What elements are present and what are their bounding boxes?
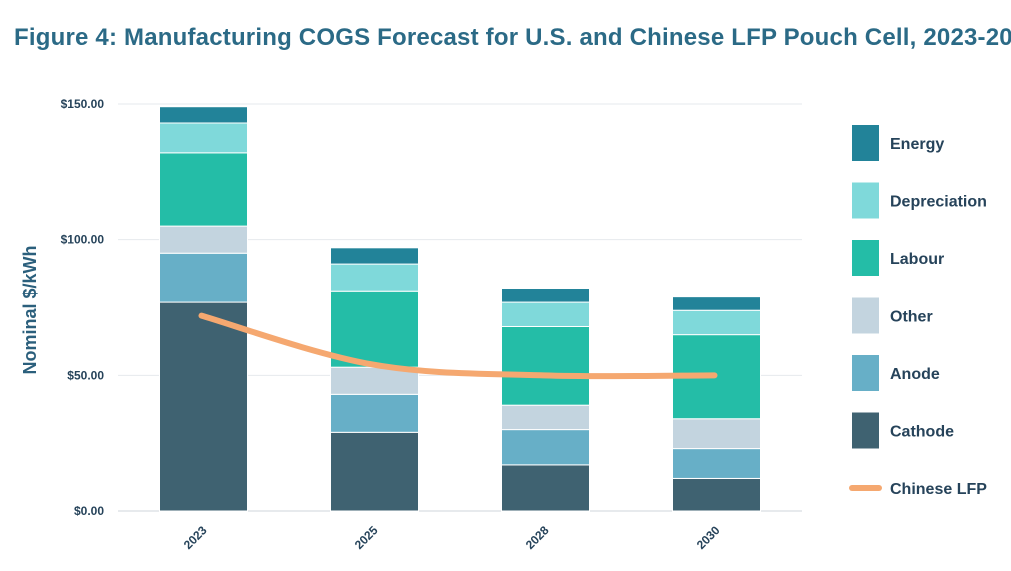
legend-swatch-anode bbox=[852, 355, 879, 391]
legend-label-energy: Energy bbox=[890, 136, 944, 153]
bar-segment-cathode-2030 bbox=[672, 477, 761, 512]
legend: Energy Depreciation Labour Other Anode Cathod… bbox=[849, 125, 987, 498]
legend-label-cathode: Cathode bbox=[890, 424, 954, 441]
bar-segment-energy-2023 bbox=[159, 106, 248, 124]
bar-segment-depreciation-2030 bbox=[672, 309, 761, 336]
bar-segment-anode-2025 bbox=[330, 393, 419, 433]
x-tick-label: 2028 bbox=[523, 523, 552, 552]
bar-segment-depreciation-2028 bbox=[501, 301, 590, 327]
bar-segment-anode-2028 bbox=[501, 429, 590, 466]
y-tick-label: $100.00 bbox=[61, 233, 105, 247]
bar-segment-depreciation-2025 bbox=[330, 263, 419, 292]
bar-segment-cathode-2028 bbox=[501, 464, 590, 512]
bar-segment-other-2030 bbox=[672, 418, 761, 450]
bar-segment-cathode-2023 bbox=[159, 301, 248, 512]
bar-segment-anode-2023 bbox=[159, 252, 248, 303]
bars bbox=[159, 106, 761, 512]
chinese-lfp-line-group bbox=[198, 312, 718, 380]
bar-segment-cathode-2025 bbox=[330, 431, 419, 512]
bar-segment-labour-2028 bbox=[501, 325, 590, 406]
x-tick-label: 2023 bbox=[181, 523, 210, 552]
legend-label-other: Other bbox=[890, 309, 933, 326]
chinese-lfp-line bbox=[198, 312, 718, 380]
legend-label-depreciation: Depreciation bbox=[890, 194, 987, 211]
y-axis-ticks: $0.00 $50.00 $100.00 $150.00 bbox=[61, 97, 105, 518]
x-tick-label: 2030 bbox=[694, 523, 723, 552]
y-tick-label: $150.00 bbox=[61, 97, 105, 111]
bar-segment-other-2028 bbox=[501, 404, 590, 431]
legend-label-chinese-lfp: Chinese LFP bbox=[890, 481, 987, 498]
bar-segment-depreciation-2023 bbox=[159, 122, 248, 154]
legend-swatch-energy bbox=[852, 125, 879, 161]
legend-label-labour: Labour bbox=[890, 251, 944, 268]
y-axis-label: Nominal $/kWh bbox=[20, 245, 40, 374]
x-axis-ticks: 2023 2025 2028 2030 bbox=[181, 523, 723, 552]
y-tick-label: $50.00 bbox=[67, 368, 104, 382]
legend-swatch-cathode bbox=[852, 412, 879, 449]
legend-swatch-labour bbox=[852, 240, 879, 276]
bar-segment-labour-2025 bbox=[330, 290, 419, 368]
bar-segment-anode-2030 bbox=[672, 448, 761, 479]
x-tick-label: 2025 bbox=[352, 523, 381, 552]
chart-title: Figure 4: Manufacturing COGS Forecast fo… bbox=[14, 24, 1011, 51]
bar-segment-energy-2025 bbox=[330, 247, 419, 265]
y-tick-label: $0.00 bbox=[74, 504, 104, 518]
bar-segment-other-2023 bbox=[159, 225, 248, 254]
legend-swatch-other bbox=[852, 297, 879, 334]
bar-segment-labour-2023 bbox=[159, 152, 248, 227]
legend-label-anode: Anode bbox=[890, 366, 940, 383]
legend-swatch-depreciation bbox=[852, 182, 879, 219]
bar-segment-energy-2028 bbox=[501, 288, 590, 303]
bar-segment-energy-2030 bbox=[672, 296, 761, 311]
